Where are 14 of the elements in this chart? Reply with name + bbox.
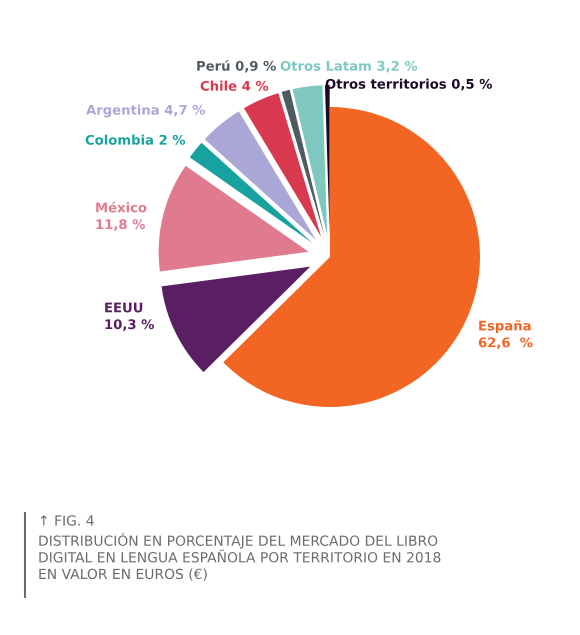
- slice-label: Perú 0,9 %: [197, 60, 276, 73]
- text: ↑ FIG. 4: [40, 515, 94, 526]
- slice-label: España: [479, 320, 530, 334]
- slice-label: Argentina 4,7 %: [86, 104, 205, 118]
- data-label: 62,6 %: [478, 337, 533, 350]
- slice-label: Otros territorios 0,5 %: [326, 78, 492, 91]
- slice-label: Chile 4 %: [200, 80, 268, 91]
- slice-label: Colombia 2 %: [86, 134, 186, 145]
- data-label: 11,8 %: [96, 219, 145, 231]
- data-label: 10,3 %: [105, 319, 154, 331]
- text: DISTRIBUCIÓN EN PORCENTAJE DEL MERCADO DEL LIBRO DIGITAL EN LENGUA ESPAÑOLA POR TERRITORIO EN 2018 EN VALOR EN EUROS (€): [39, 532, 440, 581]
- slice-label: Otros Latam 3,2 %: [280, 60, 418, 73]
- slice-label: México: [96, 202, 146, 212]
- slice-label: EEUU: [105, 302, 142, 312]
